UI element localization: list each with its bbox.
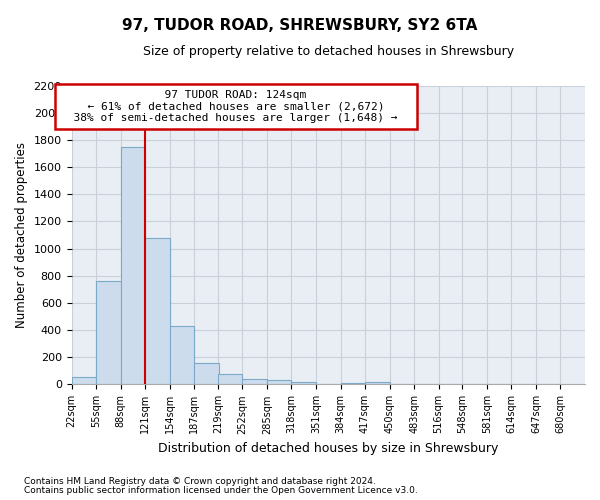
Y-axis label: Number of detached properties: Number of detached properties <box>15 142 28 328</box>
Bar <box>365 382 389 384</box>
Bar <box>71 377 96 384</box>
Bar <box>341 383 365 384</box>
Bar <box>145 238 170 384</box>
Title: Size of property relative to detached houses in Shrewsbury: Size of property relative to detached ho… <box>143 45 514 58</box>
X-axis label: Distribution of detached houses by size in Shrewsbury: Distribution of detached houses by size … <box>158 442 499 455</box>
Bar <box>96 280 121 384</box>
Bar <box>292 382 316 384</box>
Bar <box>194 364 218 384</box>
Bar <box>267 380 292 384</box>
Text: 97, TUDOR ROAD, SHREWSBURY, SY2 6TA: 97, TUDOR ROAD, SHREWSBURY, SY2 6TA <box>122 18 478 32</box>
Bar <box>218 374 242 384</box>
Bar <box>170 326 194 384</box>
Bar <box>121 148 145 384</box>
Text: Contains public sector information licensed under the Open Government Licence v3: Contains public sector information licen… <box>24 486 418 495</box>
Bar <box>242 379 267 384</box>
Text: 97 TUDOR ROAD: 124sqm  
  ← 61% of detached houses are smaller (2,672)  
  38% o: 97 TUDOR ROAD: 124sqm ← 61% of detached … <box>61 90 412 123</box>
Text: Contains HM Land Registry data © Crown copyright and database right 2024.: Contains HM Land Registry data © Crown c… <box>24 477 376 486</box>
